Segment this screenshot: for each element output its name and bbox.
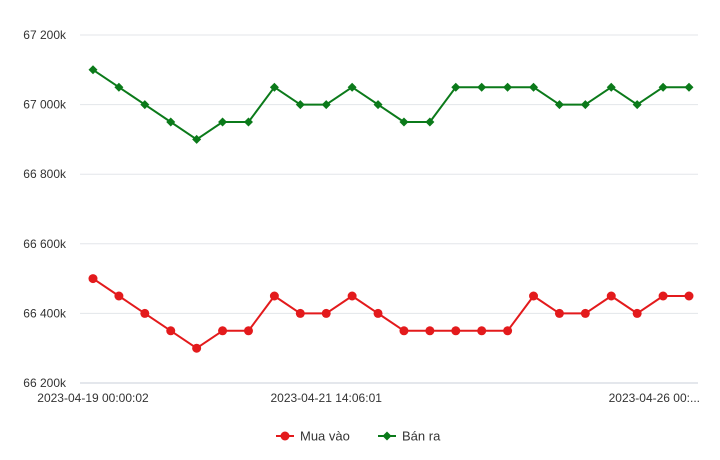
legend-label: Bán ra — [402, 429, 441, 444]
data-point[interactable] — [529, 291, 539, 301]
series-line — [92, 277, 689, 350]
data-point[interactable] — [373, 308, 383, 318]
data-point[interactable] — [632, 308, 642, 318]
data-point[interactable] — [347, 291, 357, 301]
data-point[interactable] — [140, 308, 150, 318]
x-tick-label: 2023-04-19 00:00:02 — [37, 391, 149, 405]
y-tick-label: 66 400k — [23, 306, 67, 320]
series-mua-vao — [88, 274, 694, 353]
data-point[interactable] — [295, 308, 305, 318]
data-point[interactable] — [658, 291, 668, 301]
data-point[interactable] — [554, 100, 564, 110]
data-point[interactable] — [243, 117, 253, 127]
data-point[interactable] — [477, 326, 487, 336]
data-point[interactable] — [88, 274, 98, 284]
data-point[interactable] — [425, 117, 435, 127]
data-point[interactable] — [451, 326, 461, 336]
x-axis: 2023-04-19 00:00:02 2023-04-21 14:06:01 20… — [37, 391, 700, 405]
data-point[interactable] — [503, 82, 513, 92]
grid-lines — [80, 34, 698, 384]
data-point[interactable] — [684, 82, 694, 92]
data-point[interactable] — [166, 326, 176, 336]
x-tick-label: 2023-04-21 14:06:01 — [270, 391, 382, 405]
data-point[interactable] — [425, 326, 435, 336]
data-point[interactable] — [269, 82, 279, 92]
legend-item[interactable]: Bán ra — [378, 429, 441, 444]
series-line — [92, 68, 689, 141]
legend: Mua vào Bán ra — [276, 429, 441, 444]
data-point[interactable] — [529, 82, 539, 92]
data-point[interactable] — [295, 100, 305, 110]
y-tick-label: 66 600k — [23, 237, 67, 251]
data-point[interactable] — [218, 326, 228, 336]
y-axis: 66 200k 66 400k 66 600k 66 800k 67 000k 67 20… — [23, 28, 67, 390]
data-point[interactable] — [114, 291, 124, 301]
series-ban-ra — [88, 65, 694, 144]
data-point[interactable] — [373, 100, 383, 110]
legend-item[interactable]: Mua vào — [276, 429, 350, 444]
data-point[interactable] — [658, 82, 668, 92]
data-point[interactable] — [684, 291, 694, 301]
data-point[interactable] — [192, 343, 202, 353]
legend-marker-icon — [382, 431, 392, 441]
data-point[interactable] — [580, 100, 590, 110]
data-point[interactable] — [606, 291, 616, 301]
data-point[interactable] — [114, 82, 124, 92]
data-point[interactable] — [140, 100, 150, 110]
data-point[interactable] — [477, 82, 487, 92]
data-point[interactable] — [580, 308, 590, 318]
data-point[interactable] — [166, 117, 176, 127]
x-tick-label: 2023-04-26 00:... — [609, 391, 700, 405]
y-tick-label: 67 200k — [23, 28, 67, 42]
legend-marker-icon — [280, 431, 290, 441]
y-tick-label: 66 200k — [23, 376, 67, 390]
data-point[interactable] — [399, 117, 409, 127]
data-point[interactable] — [347, 82, 357, 92]
data-point[interactable] — [321, 100, 331, 110]
data-point[interactable] — [606, 82, 616, 92]
series-layer — [88, 65, 694, 353]
data-point[interactable] — [451, 82, 461, 92]
y-tick-label: 67 000k — [23, 98, 67, 112]
data-point[interactable] — [632, 100, 642, 110]
y-tick-label: 66 800k — [23, 167, 67, 181]
data-point[interactable] — [554, 308, 564, 318]
data-point[interactable] — [399, 326, 409, 336]
data-point[interactable] — [321, 308, 331, 318]
legend-label: Mua vào — [300, 429, 350, 444]
data-point[interactable] — [192, 134, 202, 144]
data-point[interactable] — [503, 326, 513, 336]
data-point[interactable] — [243, 326, 253, 336]
data-point[interactable] — [218, 117, 228, 127]
data-point[interactable] — [269, 291, 279, 301]
data-point[interactable] — [88, 65, 98, 75]
